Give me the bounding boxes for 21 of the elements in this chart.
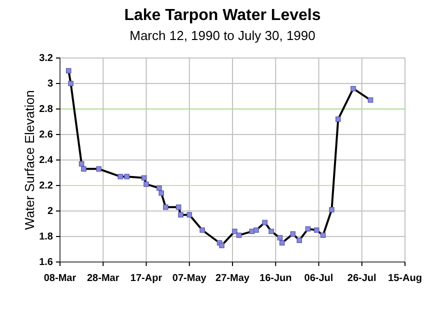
y-tick-label: 1.6 — [39, 257, 54, 268]
y-tick-label: 2 — [47, 206, 54, 218]
x-tick-label: 28-Mar — [87, 273, 120, 284]
x-tick-label: 07-May — [172, 273, 207, 284]
y-tick-label: 2.8 — [39, 104, 54, 116]
x-tick-label: 17-Apr — [130, 273, 162, 284]
y-axis-title: Water Surface Elevation — [22, 90, 37, 230]
y-tick-label: 2.4 — [39, 155, 54, 166]
y-tick-label: 2.6 — [39, 130, 54, 141]
x-tick-label: 08-Mar — [44, 273, 76, 284]
y-tick-label: 2.2 — [39, 180, 54, 192]
y-tick-label: 1.8 — [39, 232, 54, 243]
x-tick-label: 16-Jun — [260, 273, 292, 284]
x-tick-label: 26-Jul — [347, 273, 377, 284]
y-tick-label: 3.2 — [39, 53, 54, 64]
x-tick-label: 15-Aug — [388, 273, 422, 284]
y-tick-label: 3 — [47, 78, 54, 90]
chart-title: Lake Tarpon Water Levels — [124, 7, 321, 24]
x-tick-label: 27-May — [216, 273, 250, 284]
chart-subtitle: March 12, 1990 to July 30, 1990 — [130, 28, 316, 43]
x-tick-label: 06-Jul — [304, 273, 334, 284]
